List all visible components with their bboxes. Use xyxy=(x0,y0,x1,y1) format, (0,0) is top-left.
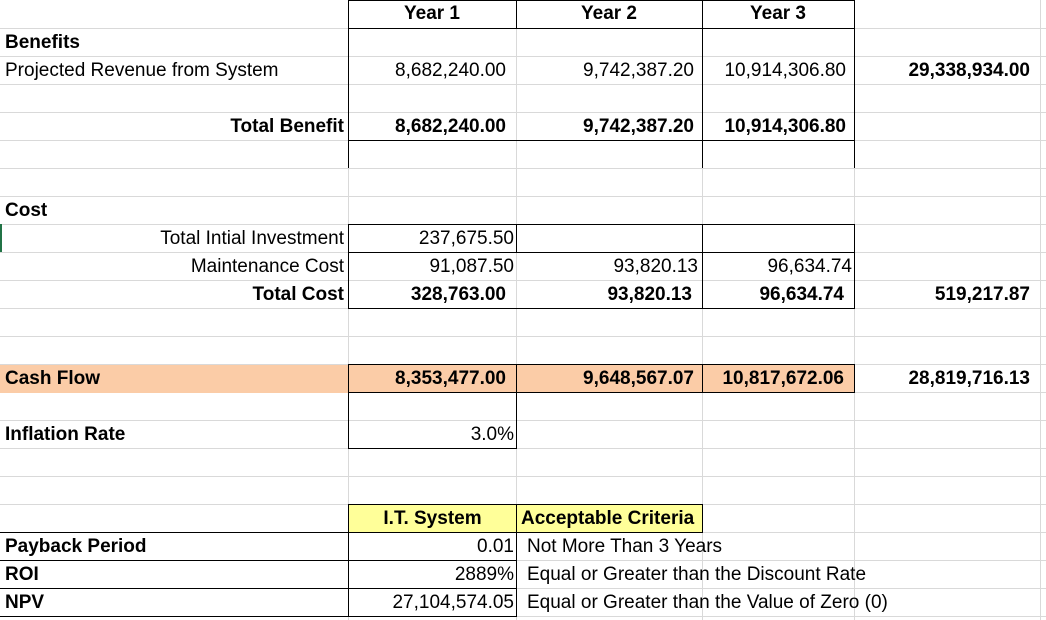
roi-criteria[interactable]: Equal or Greater than the Discount Rate xyxy=(527,564,867,585)
cashflow-year3-right xyxy=(854,364,855,392)
roi-label[interactable]: ROI xyxy=(5,564,39,585)
payback-period-value[interactable]: 0.01 xyxy=(477,536,514,557)
benefit-bottom-border xyxy=(348,140,855,141)
cash-flow-label[interactable]: Cash Flow xyxy=(0,365,348,393)
inflation-rate-label[interactable]: Inflation Rate xyxy=(5,424,126,445)
investment-right-border xyxy=(516,224,517,252)
total-benefit-year-2[interactable]: 9,742,387.20 xyxy=(583,116,694,137)
acceptable-criteria-header[interactable]: Acceptable Criteria xyxy=(517,505,702,533)
investment-label[interactable]: Total Intial Investment xyxy=(160,228,344,249)
total-benefit-year-3[interactable]: 10,914,306.80 xyxy=(724,116,846,137)
npv-label[interactable]: NPV xyxy=(5,592,45,613)
maintenance-year-1[interactable]: 91,087.50 xyxy=(429,256,514,277)
year2-left-border xyxy=(516,0,517,28)
revenue-total[interactable]: 29,338,934.00 xyxy=(908,60,1030,81)
eval-header-top-border xyxy=(348,504,703,505)
year3-left-border-top xyxy=(702,0,703,168)
eval-row3-bottom-border xyxy=(0,616,517,617)
it-system-header[interactable]: I.T. System xyxy=(349,505,516,533)
inflation-rate-value[interactable]: 3.0% xyxy=(470,424,514,445)
npv-value[interactable]: 27,104,574.05 xyxy=(392,592,514,613)
revenue-label[interactable]: Projected Revenue from System xyxy=(5,60,279,81)
year3-right-border-top xyxy=(854,0,855,168)
cashflow-year3-left xyxy=(702,364,703,392)
cost-section-label[interactable]: Cost xyxy=(5,200,48,221)
revenue-year-3[interactable]: 10,914,306.80 xyxy=(724,60,846,81)
header-top-border xyxy=(348,0,855,1)
cash-flow-total[interactable]: 28,819,716.13 xyxy=(908,368,1030,389)
header-year-2[interactable]: Year 2 xyxy=(581,3,637,24)
header-year-3[interactable]: Year 3 xyxy=(750,3,806,24)
investment-year-1[interactable]: 237,675.50 xyxy=(418,228,514,249)
npv-criteria[interactable]: Equal or Greater than the Value of Zero … xyxy=(527,592,888,613)
eval-criteria-right-border xyxy=(702,504,703,532)
total-benefit-year-1[interactable]: 8,682,240.00 xyxy=(395,116,506,137)
eval-row2-bottom-border xyxy=(0,588,517,589)
cost-bottom-border xyxy=(348,308,855,309)
total-cost-year-1[interactable]: 328,763.00 xyxy=(410,284,506,305)
revenue-year-2[interactable]: 9,742,387.20 xyxy=(583,60,694,81)
roi-value[interactable]: 2889% xyxy=(454,564,514,585)
payback-period-label[interactable]: Payback Period xyxy=(5,536,147,557)
year3-right-border-cost xyxy=(854,224,855,308)
header-bottom-border xyxy=(348,28,855,29)
cash-flow-year-3[interactable]: 10,817,672.06 xyxy=(703,365,854,393)
total-cost-label[interactable]: Total Cost xyxy=(252,284,344,305)
maintenance-year-2[interactable]: 93,820.13 xyxy=(613,256,698,277)
total-benefit-label[interactable]: Total Benefit xyxy=(230,116,344,137)
eval-header-bottom-border xyxy=(348,532,703,533)
eval-row1-bottom-border xyxy=(0,560,517,561)
active-cell-marker xyxy=(0,224,2,252)
payback-period-criteria[interactable]: Not More Than 3 Years xyxy=(527,536,723,557)
year1-left-border-cost xyxy=(348,224,349,308)
investment-bottom-border xyxy=(348,252,855,253)
cost-top-border xyxy=(348,224,855,225)
maintenance-year-3[interactable]: 96,634.74 xyxy=(767,256,852,277)
cash-flow-year-1[interactable]: 8,353,477.00 xyxy=(349,365,516,393)
total-cost-sum[interactable]: 519,217.87 xyxy=(934,284,1030,305)
maintenance-label[interactable]: Maintenance Cost xyxy=(190,256,344,277)
year3-left-border-cost xyxy=(702,224,703,308)
cash-flow-year-2[interactable]: 9,648,567.07 xyxy=(517,365,702,393)
benefits-section-label[interactable]: Benefits xyxy=(5,32,80,53)
inflation-bottom-border xyxy=(348,448,517,449)
header-year-1[interactable]: Year 1 xyxy=(404,3,460,24)
cashflow-top-border xyxy=(348,364,855,365)
cashflow-bottom-border xyxy=(348,392,855,393)
year1-left-border-top xyxy=(348,0,349,168)
total-cost-year-3[interactable]: 96,634.74 xyxy=(759,284,844,305)
total-cost-year-2[interactable]: 93,820.13 xyxy=(607,284,692,305)
eval-label-top-border xyxy=(0,532,348,533)
revenue-year-1[interactable]: 8,682,240.00 xyxy=(395,60,506,81)
cashflow-year1-left xyxy=(348,364,349,448)
cashflow-year2-left xyxy=(516,364,517,448)
